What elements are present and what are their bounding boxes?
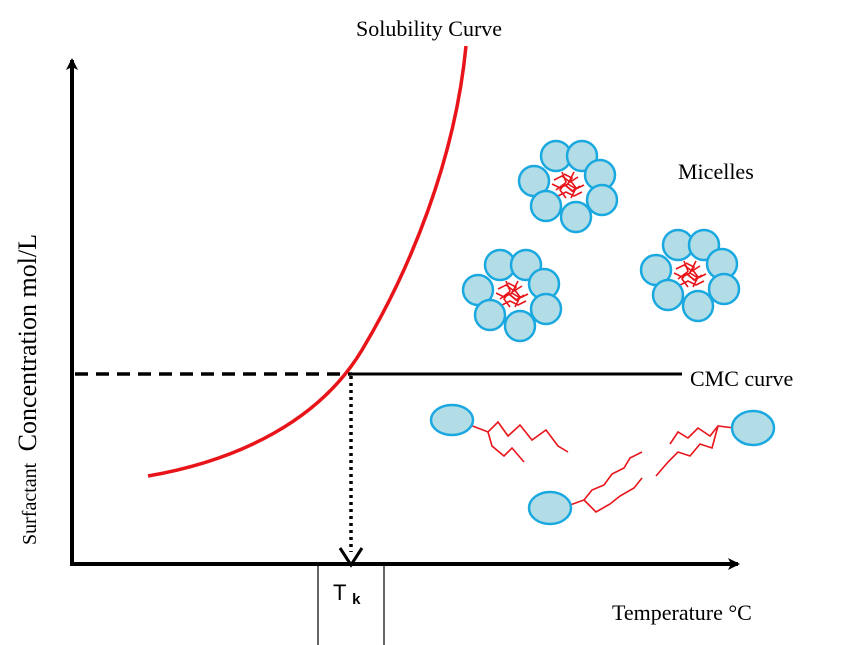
solubility-curve-label: Solubility Curve xyxy=(356,16,502,41)
surfactant-monomer-icon xyxy=(655,409,776,477)
micelles-label: Micelles xyxy=(678,159,754,184)
x-axis-label: Temperature °C xyxy=(612,600,752,625)
krafft-temperature-sub: k xyxy=(352,591,361,608)
krafft-drop-line xyxy=(338,376,364,568)
micelle-icon xyxy=(461,248,563,343)
surfactant-monomer-icon xyxy=(527,451,643,526)
y-axis-label-prefix: Surfactant xyxy=(19,462,41,545)
krafft-temperature-label: T k xyxy=(333,580,361,608)
surfactant-monomer-icon xyxy=(429,403,569,463)
cmc-curve-label: CMC curve xyxy=(690,366,793,391)
tk-marker-box xyxy=(317,566,385,645)
axes xyxy=(66,58,740,570)
krafft-temperature-main: T xyxy=(333,580,346,605)
micelle-icon xyxy=(639,228,741,323)
micelle-icon xyxy=(517,139,619,234)
y-axis-label: Surfactant Concentration mol/L xyxy=(13,234,42,545)
solubility-curve-line xyxy=(147,45,468,478)
y-axis-label-rest: Concentration mol/L xyxy=(13,234,42,451)
